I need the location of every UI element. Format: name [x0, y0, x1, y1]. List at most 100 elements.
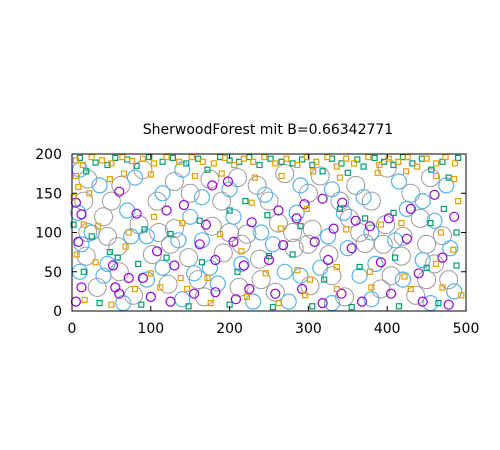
data-point	[253, 224, 270, 241]
data-point	[200, 219, 212, 230]
data-point	[393, 226, 413, 246]
data-point	[273, 205, 284, 216]
data-point	[119, 202, 136, 219]
data-point	[398, 200, 415, 217]
data-point	[309, 236, 320, 247]
data-point	[390, 173, 408, 190]
data-point	[193, 189, 211, 206]
data-point	[183, 285, 191, 293]
data-point	[336, 174, 343, 181]
data-point	[381, 266, 401, 286]
data-point	[291, 213, 302, 224]
data-point	[234, 268, 241, 275]
data-point	[451, 160, 459, 167]
x-tick-label: 400	[374, 321, 401, 337]
data-point	[262, 270, 269, 277]
data-point	[109, 262, 129, 282]
data-point	[119, 154, 126, 161]
data-point	[455, 198, 462, 205]
data-point	[442, 240, 459, 257]
data-point	[236, 158, 243, 165]
data-point	[426, 212, 443, 229]
data-point	[338, 160, 345, 167]
data-point	[437, 229, 444, 236]
data-point	[108, 237, 128, 257]
data-point	[417, 296, 428, 307]
data-point	[159, 158, 166, 165]
data-point	[78, 169, 98, 189]
data-point	[98, 157, 106, 164]
data-point	[88, 233, 95, 240]
data-point	[131, 285, 139, 293]
data-point	[139, 155, 146, 162]
data-point	[437, 252, 448, 263]
data-point	[328, 223, 339, 234]
data-point	[186, 265, 203, 282]
data-point	[88, 154, 95, 161]
data-point	[410, 208, 430, 228]
data-point	[225, 208, 242, 225]
data-point	[164, 219, 184, 239]
data-point	[414, 163, 421, 170]
data-point	[256, 161, 263, 169]
data-point	[207, 300, 214, 307]
data-point	[453, 229, 460, 236]
data-point	[83, 224, 100, 241]
data-point	[169, 154, 176, 161]
data-point	[76, 246, 96, 266]
data-point	[73, 251, 80, 258]
data-point	[264, 212, 271, 219]
data-point	[333, 163, 340, 170]
data-point	[191, 172, 198, 180]
data-point	[323, 254, 334, 266]
data-point	[275, 300, 282, 307]
data-point	[86, 190, 93, 197]
data-point	[440, 205, 447, 212]
data-point	[439, 284, 446, 291]
data-point	[414, 251, 431, 269]
data-point	[167, 231, 174, 238]
data-point	[368, 284, 375, 291]
y-tick-label: 50	[44, 265, 62, 281]
data-point	[195, 155, 202, 162]
data-point	[313, 158, 320, 165]
data-point	[154, 185, 171, 202]
data-point	[246, 217, 257, 228]
data-point	[83, 168, 90, 175]
data-point	[240, 155, 247, 162]
data-point	[150, 160, 158, 167]
data-point	[114, 186, 125, 197]
data-point	[391, 246, 411, 266]
data-point	[150, 213, 158, 220]
data-point	[141, 226, 148, 233]
data-point	[178, 199, 189, 211]
data-point	[401, 233, 412, 244]
data-point	[230, 294, 241, 305]
data-point	[432, 226, 452, 246]
data-point	[81, 296, 88, 304]
data-point	[180, 183, 200, 203]
y-tick-label: 150	[35, 186, 62, 202]
data-point	[302, 292, 309, 299]
data-point	[164, 172, 184, 191]
data-point	[395, 303, 403, 310]
data-point	[210, 254, 221, 266]
data-point	[169, 260, 180, 271]
data-point	[114, 254, 121, 261]
data-point	[310, 168, 317, 175]
data-point	[336, 205, 343, 212]
data-point	[354, 156, 361, 163]
data-point	[251, 270, 271, 290]
data-point	[108, 160, 115, 167]
data-point	[344, 169, 351, 176]
data-point	[257, 186, 274, 203]
data-point	[188, 154, 195, 161]
data-point	[429, 189, 440, 200]
data-point	[264, 236, 281, 253]
data-point	[267, 155, 274, 162]
data-point	[238, 248, 245, 255]
data-point	[351, 267, 368, 284]
data-point	[453, 262, 460, 269]
data-point	[278, 172, 285, 180]
data-point	[333, 285, 340, 293]
